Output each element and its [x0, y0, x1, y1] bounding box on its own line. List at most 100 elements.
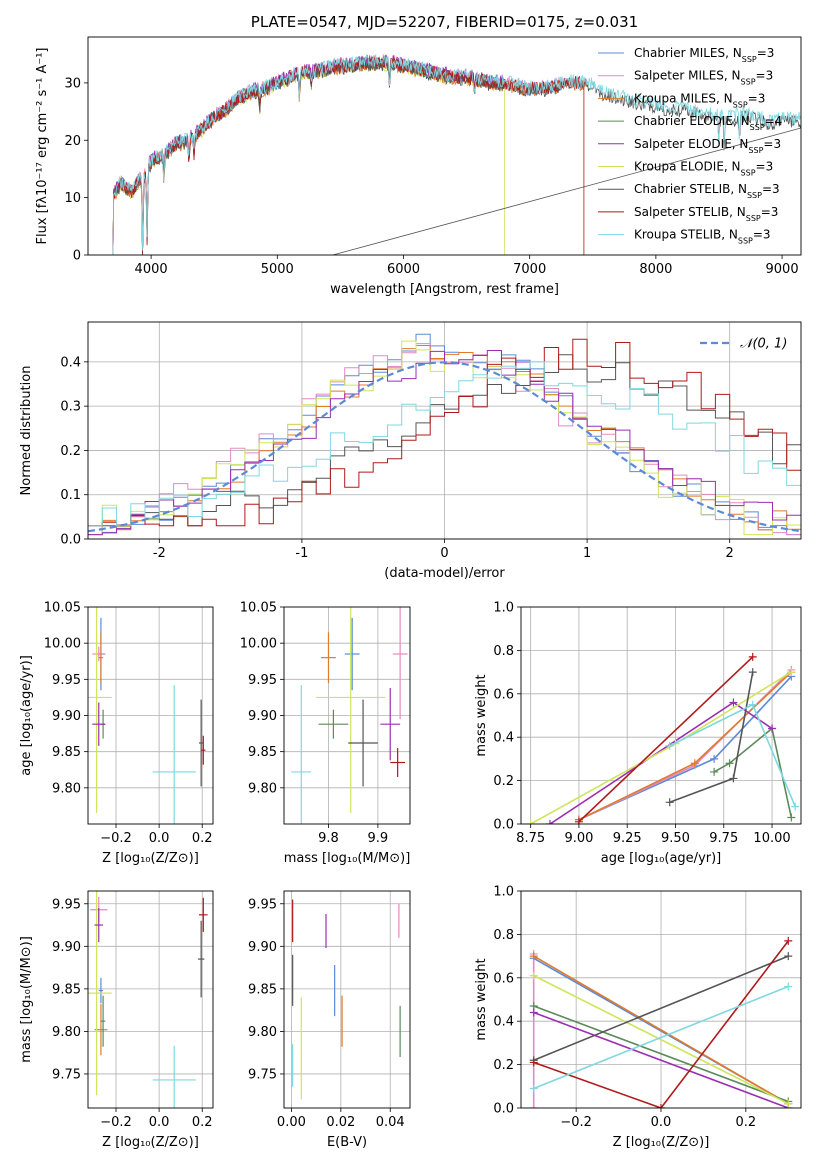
- y-tick-label: 0.4: [493, 731, 514, 746]
- y-tick-label: 0.2: [493, 1058, 514, 1073]
- x-tick-label: 0.0: [149, 831, 170, 846]
- y-tick-label: 9.75: [248, 1067, 277, 1082]
- x-tick-label: 6000: [387, 262, 420, 277]
- y-axis-label: age [log₁₀(age/yr)]: [19, 655, 34, 776]
- histogram-chabrier_miles: [88, 333, 801, 536]
- legend-text-part: =4: [765, 114, 783, 128]
- weight-marker: [784, 952, 793, 961]
- y-tick-label: 9.95: [248, 897, 277, 912]
- plot-area: [284, 607, 410, 824]
- y-tick-label: 9.85: [52, 982, 81, 997]
- weight-marker: [784, 936, 793, 945]
- x-axis-label: wavelength [Angstrom, rest frame]: [330, 282, 559, 297]
- y-axis-label: Normed distribution: [19, 366, 34, 496]
- x-tick-label: -2: [153, 546, 166, 561]
- y-axis-label: mass [log₁₀(M/M⊙)]: [19, 936, 34, 1063]
- legend-text-part: =3: [761, 205, 779, 219]
- weight-marker: [725, 759, 734, 768]
- histogram-salpeter_elodie: [88, 350, 801, 536]
- weight-marker: [784, 1099, 793, 1108]
- legend-text-part: Salpeter ELODIE, N: [634, 137, 748, 151]
- weight-marker: [784, 982, 793, 991]
- errorbar-point-salpeter_stelib: [201, 735, 206, 765]
- legend-entry: Salpeter STELIB, NSSP=3: [634, 205, 778, 223]
- weight-marker: [657, 1104, 665, 1108]
- x-tick-label: −0.2: [100, 831, 132, 846]
- weight-line-chabrier_stelib: [533, 955, 789, 1062]
- y-tick-label: 0: [73, 249, 81, 264]
- weight-marker: [529, 1058, 538, 1067]
- x-tick-label: 0.04: [376, 1115, 405, 1130]
- x-tick-label: 9.8: [318, 831, 339, 846]
- x-axis-label: Z [log₁₀(Z/Z⊙)]: [102, 1135, 199, 1150]
- y-tick-label: 10.05: [240, 601, 277, 616]
- histogram-kroupa_stelib: [88, 361, 801, 527]
- x-tick-label: 0.0: [149, 1115, 170, 1130]
- x-tick-label: 0.2: [192, 1115, 213, 1130]
- errorbar-point-salpeter_stelib: [198, 897, 208, 932]
- legend-entry: Kroupa STELIB, NSSP=3: [634, 228, 771, 246]
- x-tick-label: 0.2: [192, 831, 213, 846]
- y-tick-label: 20: [64, 134, 81, 149]
- errorbar-point-salpeter_elodie: [92, 702, 106, 746]
- x-tick-label: 0.02: [326, 1115, 355, 1130]
- histogram-kroupa_elodie: [88, 340, 801, 536]
- legend-entry: Chabrier STELIB, NSSP=3: [634, 182, 780, 200]
- weight-marker: [787, 668, 796, 677]
- axes-frame: [87, 606, 214, 825]
- errorbar-point-salpeter_miles: [392, 607, 408, 720]
- weight-line-kroupa_miles: [533, 955, 789, 1105]
- legend-text-part: Chabrier MILES, N: [634, 46, 742, 60]
- x-tick-label: 7000: [513, 262, 546, 277]
- y-tick-label: 0.0: [60, 533, 81, 548]
- errorbar-point-salpeter_elodie: [380, 688, 401, 761]
- x-tick-label: 0.0: [651, 1115, 672, 1130]
- x-tick-label: −0.2: [560, 1115, 592, 1130]
- legend-text-part: =3: [756, 69, 774, 83]
- x-tick-label: 9.50: [661, 831, 690, 846]
- weight-marker: [729, 774, 738, 783]
- y-tick-label: 0.2: [493, 774, 514, 789]
- weight-marker: [574, 817, 583, 824]
- x-tick-label: 0.2: [736, 1115, 757, 1130]
- y-tick-label: 10.00: [240, 637, 277, 652]
- y-tick-label: 9.85: [248, 982, 277, 997]
- x-axis-label: mass [log₁₀(M/M⊙)]: [284, 851, 411, 866]
- weight-marker: [710, 767, 719, 776]
- legend-text-part: SSP: [746, 213, 761, 222]
- axes-frame: [87, 321, 802, 540]
- y-tick-label: 1.0: [493, 601, 514, 616]
- x-tick-label: 5000: [261, 262, 294, 277]
- legend-text-part: =3: [763, 137, 781, 151]
- weight-marker: [545, 820, 554, 824]
- weight-marker: [665, 741, 674, 750]
- legend-entry: Kroupa MILES, NSSP=3: [634, 91, 765, 109]
- x-tick-label: 10.00: [753, 831, 790, 846]
- panel-mass-vs-z: −0.2 0.0 0.2 9.75 9.80 9.85 9.90 9.95 Z [log₁₀(Z…: [19, 890, 214, 1150]
- chart-title: PLATE=0547, MJD=52207, FIBERID=0175, z=0…: [251, 13, 638, 31]
- x-tick-label: 9000: [766, 262, 799, 277]
- weight-marker: [748, 668, 757, 677]
- legend-text-part: =3: [762, 182, 780, 196]
- series-line-salpeter_stelib: [110, 56, 585, 255]
- axes-frame: [520, 606, 802, 825]
- panel-weight-vs-z: −0.2 0.0 0.2 0.0 0.2 0.4 0.6 0.8 1.0 Z [log₁₀(Z/Z…: [474, 885, 802, 1150]
- x-tick-label: 8000: [639, 262, 672, 277]
- errorbar-point-chabrier_miles: [344, 617, 360, 691]
- x-axis-label: Z [log₁₀(Z/Z⊙)]: [102, 851, 199, 866]
- errorbar-point-chabrier_stelib: [197, 920, 205, 998]
- errorbar-point-salpeter_stelib: [390, 748, 406, 777]
- errorbar-point-kroupa_stelib: [152, 685, 196, 824]
- x-axis-label: age [log₁₀(age/yr)]: [601, 851, 722, 866]
- x-tick-label: 2: [726, 546, 734, 561]
- legend-text-part: Kroupa STELIB, N: [634, 228, 738, 242]
- histogram-salpeter_stelib: [88, 338, 801, 527]
- weight-line-kroupa_stelib: [533, 985, 789, 1090]
- y-tick-label: 10: [64, 191, 81, 206]
- y-tick-label: 9.90: [248, 709, 277, 724]
- legend-entry: Kroupa ELODIE, NSSP=3: [634, 160, 773, 178]
- legend-text-part: =3: [756, 160, 774, 174]
- y-tick-label: 9.80: [248, 781, 277, 796]
- weight-marker: [748, 700, 757, 709]
- panel-age-vs-z: −0.2 0.0 0.2 9.80 9.85 9.90 9.95 10.00 10.05 Z [l…: [19, 601, 214, 866]
